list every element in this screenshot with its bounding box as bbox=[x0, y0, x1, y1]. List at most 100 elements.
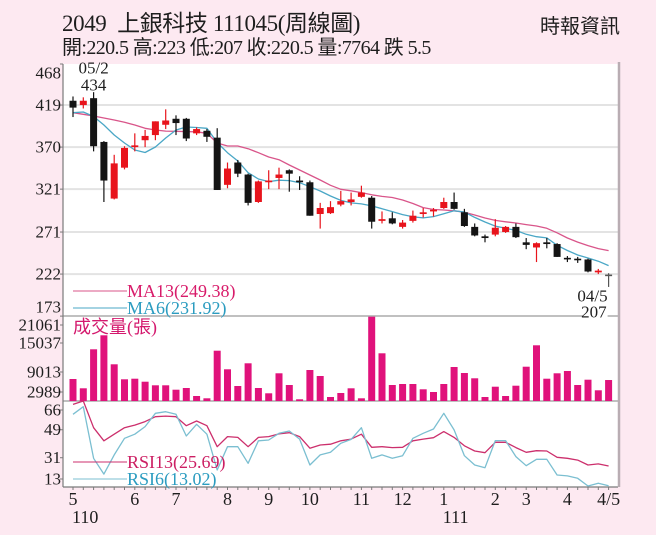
x-tick-label: 10 bbox=[301, 489, 319, 509]
volume-bar bbox=[594, 390, 602, 401]
x-tick-label: 9 bbox=[264, 489, 273, 509]
volume-bar bbox=[213, 350, 221, 401]
volume-bar bbox=[440, 384, 448, 401]
candle-body bbox=[553, 244, 561, 257]
plot-area bbox=[63, 64, 618, 487]
volume-bar bbox=[368, 316, 376, 401]
annotation-value: 207 bbox=[581, 303, 607, 322]
volume-bar bbox=[563, 371, 571, 401]
candlestick bbox=[409, 210, 417, 223]
volume-bar bbox=[203, 398, 211, 401]
candle-body bbox=[357, 192, 365, 197]
candle-body bbox=[440, 201, 448, 209]
rsi13-line bbox=[72, 400, 609, 467]
candlestick bbox=[594, 268, 602, 275]
volume-bar bbox=[306, 370, 314, 401]
candle-body bbox=[224, 168, 231, 185]
price-tick-label: 321 bbox=[36, 180, 62, 199]
volume-bar bbox=[522, 366, 530, 401]
annotation-date: 04/5 bbox=[577, 287, 607, 306]
volume-bar bbox=[543, 378, 551, 401]
rsi-tick-label: 49 bbox=[44, 420, 61, 439]
candle-body bbox=[151, 121, 159, 136]
annotation-backdrop bbox=[582, 305, 608, 320]
candle-body bbox=[502, 226, 510, 233]
x-tick-label: 7 bbox=[172, 489, 181, 509]
volume-bar bbox=[430, 392, 437, 401]
candle-body bbox=[347, 199, 355, 202]
price-tick-label: 173 bbox=[36, 298, 62, 317]
volume-tick-label: 9013 bbox=[27, 363, 61, 382]
candlesticks bbox=[69, 92, 613, 287]
legend-label: RSI13(25.69) bbox=[127, 452, 226, 473]
chart-title: 2049 上銀科技 111045(周線圖) bbox=[62, 11, 361, 36]
volume-bar bbox=[162, 385, 170, 401]
source-label: 時報資訊 bbox=[540, 16, 620, 38]
candle-body bbox=[460, 212, 468, 227]
candle-body bbox=[131, 145, 139, 148]
candle-body bbox=[409, 215, 417, 221]
candlestick bbox=[244, 173, 252, 206]
candlestick bbox=[419, 208, 427, 218]
volume-bar bbox=[182, 388, 190, 401]
candlestick bbox=[275, 167, 283, 190]
volume-tick-label: 2989 bbox=[27, 383, 61, 402]
volume-bar bbox=[347, 388, 355, 401]
candle-body bbox=[327, 207, 334, 214]
volume-bar bbox=[285, 385, 293, 401]
candlestick bbox=[347, 192, 355, 206]
candlestick bbox=[399, 220, 407, 229]
candlestick bbox=[553, 243, 561, 257]
volume-bar bbox=[584, 379, 592, 401]
volume-bar bbox=[409, 384, 417, 401]
legend-rsi13: RSI13(25.69) bbox=[73, 452, 226, 473]
candlestick bbox=[430, 208, 437, 217]
candlestick bbox=[368, 195, 376, 229]
candlestick bbox=[182, 117, 190, 142]
candle-body bbox=[203, 130, 211, 137]
candlestick bbox=[193, 127, 201, 136]
candle-body bbox=[306, 182, 314, 216]
candlestick bbox=[90, 92, 98, 152]
x-year-label: 111 bbox=[443, 507, 469, 527]
candle-body bbox=[193, 129, 201, 134]
volume-bar bbox=[605, 380, 613, 401]
volume-bar bbox=[491, 386, 499, 401]
volume-bar bbox=[141, 381, 149, 401]
candlestick bbox=[574, 256, 582, 263]
candle-body bbox=[481, 236, 489, 239]
volume-bar bbox=[460, 373, 468, 401]
volume-bar bbox=[533, 345, 540, 401]
volume-bar bbox=[265, 393, 273, 401]
candlestick bbox=[121, 146, 128, 170]
volume-bar bbox=[502, 396, 510, 401]
candle-body bbox=[244, 174, 252, 203]
candlestick bbox=[388, 212, 396, 225]
volume-bar bbox=[357, 398, 365, 401]
x-tick-label: 6 bbox=[130, 489, 139, 509]
candlestick bbox=[224, 162, 231, 189]
candle-body bbox=[337, 201, 345, 205]
candlestick bbox=[100, 141, 108, 202]
candle-body bbox=[182, 118, 190, 139]
candlestick bbox=[79, 97, 87, 109]
volume-bar bbox=[254, 388, 262, 401]
candlestick bbox=[316, 202, 324, 229]
candlestick bbox=[450, 192, 458, 210]
candlestick bbox=[306, 180, 314, 216]
candlestick bbox=[357, 185, 365, 198]
candle-body bbox=[234, 162, 242, 174]
candlestick bbox=[533, 242, 540, 263]
candlestick bbox=[234, 159, 242, 178]
volume-bar bbox=[244, 363, 252, 401]
candlestick bbox=[378, 211, 386, 224]
candle-body bbox=[90, 98, 98, 147]
candlestick bbox=[440, 197, 448, 209]
candle-body bbox=[141, 135, 149, 141]
price-axis-labels: 468 419 370 321 271 222 173 bbox=[36, 63, 63, 317]
